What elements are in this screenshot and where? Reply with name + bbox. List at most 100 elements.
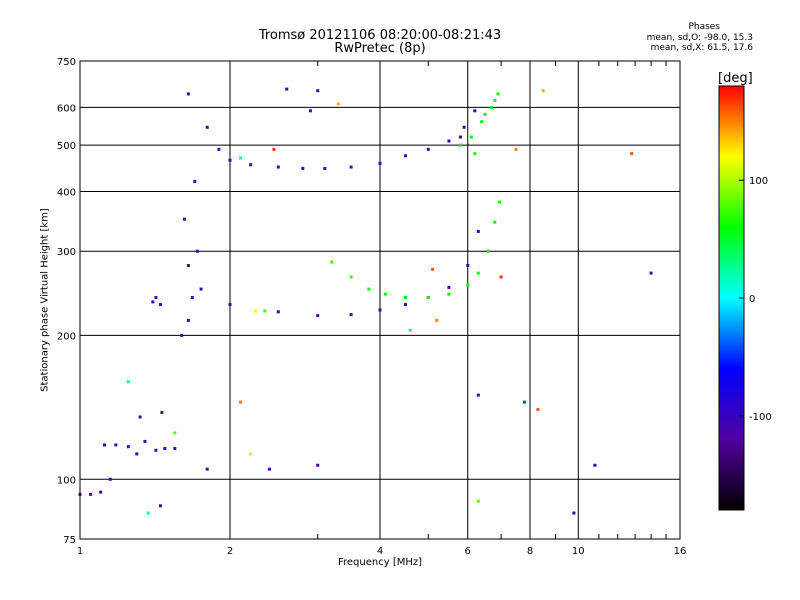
data-point bbox=[466, 283, 470, 287]
data-point bbox=[205, 125, 209, 129]
data-point bbox=[108, 477, 112, 481]
grid-lines bbox=[80, 61, 680, 539]
data-point bbox=[253, 309, 257, 313]
data-point bbox=[458, 135, 462, 139]
data-points bbox=[78, 87, 653, 515]
data-point bbox=[205, 467, 209, 471]
data-point bbox=[473, 109, 477, 113]
data-point bbox=[330, 260, 334, 264]
y-tick-label: 300 bbox=[57, 247, 76, 258]
data-point bbox=[349, 275, 353, 279]
data-point bbox=[378, 161, 382, 165]
data-point bbox=[143, 439, 147, 443]
data-point bbox=[447, 292, 451, 296]
data-point bbox=[180, 333, 184, 337]
data-point bbox=[349, 313, 353, 317]
y-tick-label: 600 bbox=[57, 103, 76, 114]
data-point bbox=[285, 87, 289, 91]
data-point bbox=[473, 152, 477, 156]
data-point bbox=[228, 158, 232, 162]
colorbar-tick-label: 0 bbox=[749, 294, 755, 305]
data-point bbox=[496, 92, 500, 96]
data-point bbox=[431, 267, 435, 271]
data-point bbox=[476, 393, 480, 397]
data-point bbox=[199, 287, 203, 291]
data-point bbox=[349, 165, 353, 169]
axes: 1 2 4 6 8 10 16 750 600 500 400 300 200 100 75 bbox=[57, 57, 686, 557]
data-point bbox=[173, 431, 177, 435]
data-point bbox=[151, 300, 155, 304]
data-point bbox=[476, 499, 480, 503]
data-point bbox=[249, 452, 253, 456]
stats-o-mode: mean, sd,O: -98.0, 15.3 bbox=[646, 33, 753, 43]
data-point bbox=[499, 275, 503, 279]
colorbar-tick-label: 100 bbox=[749, 176, 768, 187]
data-point bbox=[514, 147, 518, 151]
data-point bbox=[186, 92, 190, 96]
data-point bbox=[466, 264, 470, 268]
data-point bbox=[146, 511, 150, 515]
data-point bbox=[403, 154, 407, 158]
x-axis-label: Frequency [MHz] bbox=[337, 557, 423, 568]
data-point bbox=[186, 318, 190, 322]
data-point bbox=[462, 125, 466, 129]
data-point bbox=[195, 249, 199, 253]
data-point bbox=[523, 400, 527, 404]
data-point bbox=[154, 296, 158, 300]
data-point bbox=[193, 179, 197, 183]
y-tick-label: 400 bbox=[57, 187, 76, 198]
data-point bbox=[541, 89, 545, 93]
data-point bbox=[316, 314, 320, 318]
data-point bbox=[630, 152, 634, 156]
data-point bbox=[490, 105, 494, 109]
data-point bbox=[426, 296, 430, 300]
data-point bbox=[469, 135, 473, 139]
data-point bbox=[447, 285, 451, 289]
data-point bbox=[158, 303, 162, 307]
data-point bbox=[160, 410, 164, 414]
y-tick-label: 750 bbox=[57, 57, 76, 68]
y-tick-label: 500 bbox=[57, 141, 76, 152]
colorbar-tick-label: -100 bbox=[749, 412, 772, 423]
data-point bbox=[476, 271, 480, 275]
data-point bbox=[403, 296, 407, 300]
data-point bbox=[217, 147, 221, 151]
data-point bbox=[126, 445, 130, 449]
data-point bbox=[138, 415, 142, 419]
stats-x-mode: mean, sd,X: 61.5, 17.6 bbox=[650, 43, 753, 53]
x-tick-label: 10 bbox=[572, 546, 585, 557]
data-point bbox=[493, 99, 497, 103]
data-point bbox=[163, 446, 167, 450]
data-point bbox=[336, 102, 340, 106]
data-point bbox=[649, 271, 653, 275]
data-point bbox=[486, 249, 490, 253]
x-tick-label: 6 bbox=[465, 546, 471, 557]
data-point bbox=[447, 139, 451, 143]
data-point bbox=[249, 163, 253, 167]
data-point bbox=[272, 147, 276, 151]
data-point bbox=[114, 443, 118, 447]
x-tick-label: 16 bbox=[674, 546, 687, 557]
data-point bbox=[135, 452, 139, 456]
data-point bbox=[276, 165, 280, 169]
data-point bbox=[126, 380, 130, 384]
stats-heading: Phases bbox=[688, 22, 720, 32]
data-point bbox=[493, 220, 497, 224]
data-point bbox=[263, 309, 267, 313]
x-tick-label: 2 bbox=[227, 546, 233, 557]
data-point bbox=[408, 328, 412, 332]
colorbar-ticks: 100 0 -100 bbox=[739, 176, 772, 423]
data-point bbox=[158, 504, 162, 508]
data-point bbox=[316, 463, 320, 467]
data-point bbox=[483, 112, 487, 116]
data-point bbox=[308, 109, 312, 113]
data-point bbox=[186, 264, 190, 268]
data-point bbox=[572, 511, 576, 515]
data-point bbox=[593, 463, 597, 467]
data-point bbox=[476, 229, 480, 233]
data-point bbox=[182, 217, 186, 221]
data-point bbox=[154, 448, 158, 452]
data-point bbox=[239, 400, 243, 404]
data-point bbox=[403, 303, 407, 307]
